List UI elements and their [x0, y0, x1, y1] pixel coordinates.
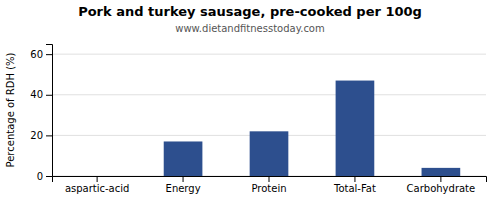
bar: [336, 81, 375, 176]
tick-label: Energy: [166, 183, 201, 194]
subtitle: www.dietandfitnesstoday.com: [175, 23, 324, 34]
tick: aspartic-acid: [65, 176, 129, 194]
tick-label: 40: [30, 89, 43, 100]
chart: Pork and turkey sausage, pre-cooked per …: [0, 0, 500, 200]
tick-label: 0: [37, 171, 43, 182]
tick: Energy: [166, 176, 201, 194]
grid-line: [52, 94, 486, 95]
tick-label: Protein: [251, 183, 286, 194]
tick-mark: [269, 176, 270, 182]
bar: [164, 141, 203, 176]
tick-mark: [97, 176, 98, 182]
tick: Carbohydrate: [407, 176, 476, 194]
tick-label: 60: [30, 49, 43, 60]
tick: Total-Fat: [333, 176, 376, 194]
tick-mark: [183, 176, 184, 182]
tick: 0: [37, 171, 52, 182]
tick-mark: [46, 176, 52, 177]
tick-label: Total-Fat: [333, 183, 376, 194]
tick-mark: [46, 135, 52, 136]
tick-label: aspartic-acid: [65, 183, 129, 194]
tick: 20: [30, 130, 52, 141]
tick-mark: [354, 176, 355, 182]
plot: 0 20 40 60 aspartic-acid Energy Protein Total-F…: [30, 45, 486, 195]
grid: [52, 54, 486, 176]
grid-line: [52, 54, 486, 55]
title: Pork and turkey sausage, pre-cooked per …: [78, 4, 422, 19]
y-axis: 0 20 40 60: [30, 45, 52, 182]
tick-mark: [440, 176, 441, 182]
tick-label: 20: [30, 130, 43, 141]
tick-mark: [46, 95, 52, 96]
tick: 60: [30, 49, 52, 60]
bar: [250, 131, 289, 176]
x-axis: aspartic-acid Energy Protein Total-Fat Carbo…: [53, 176, 487, 194]
axis-line: [46, 45, 53, 177]
bars: [164, 81, 460, 176]
y-axis-title: Percentage of RDH (%): [5, 52, 16, 167]
bar: [422, 168, 461, 176]
tick: Protein: [251, 176, 286, 194]
tick-label: Carbohydrate: [407, 183, 476, 194]
tick: 40: [30, 89, 52, 100]
axis-line: [53, 177, 487, 183]
tick-mark: [46, 54, 52, 55]
bar: [78, 176, 117, 177]
